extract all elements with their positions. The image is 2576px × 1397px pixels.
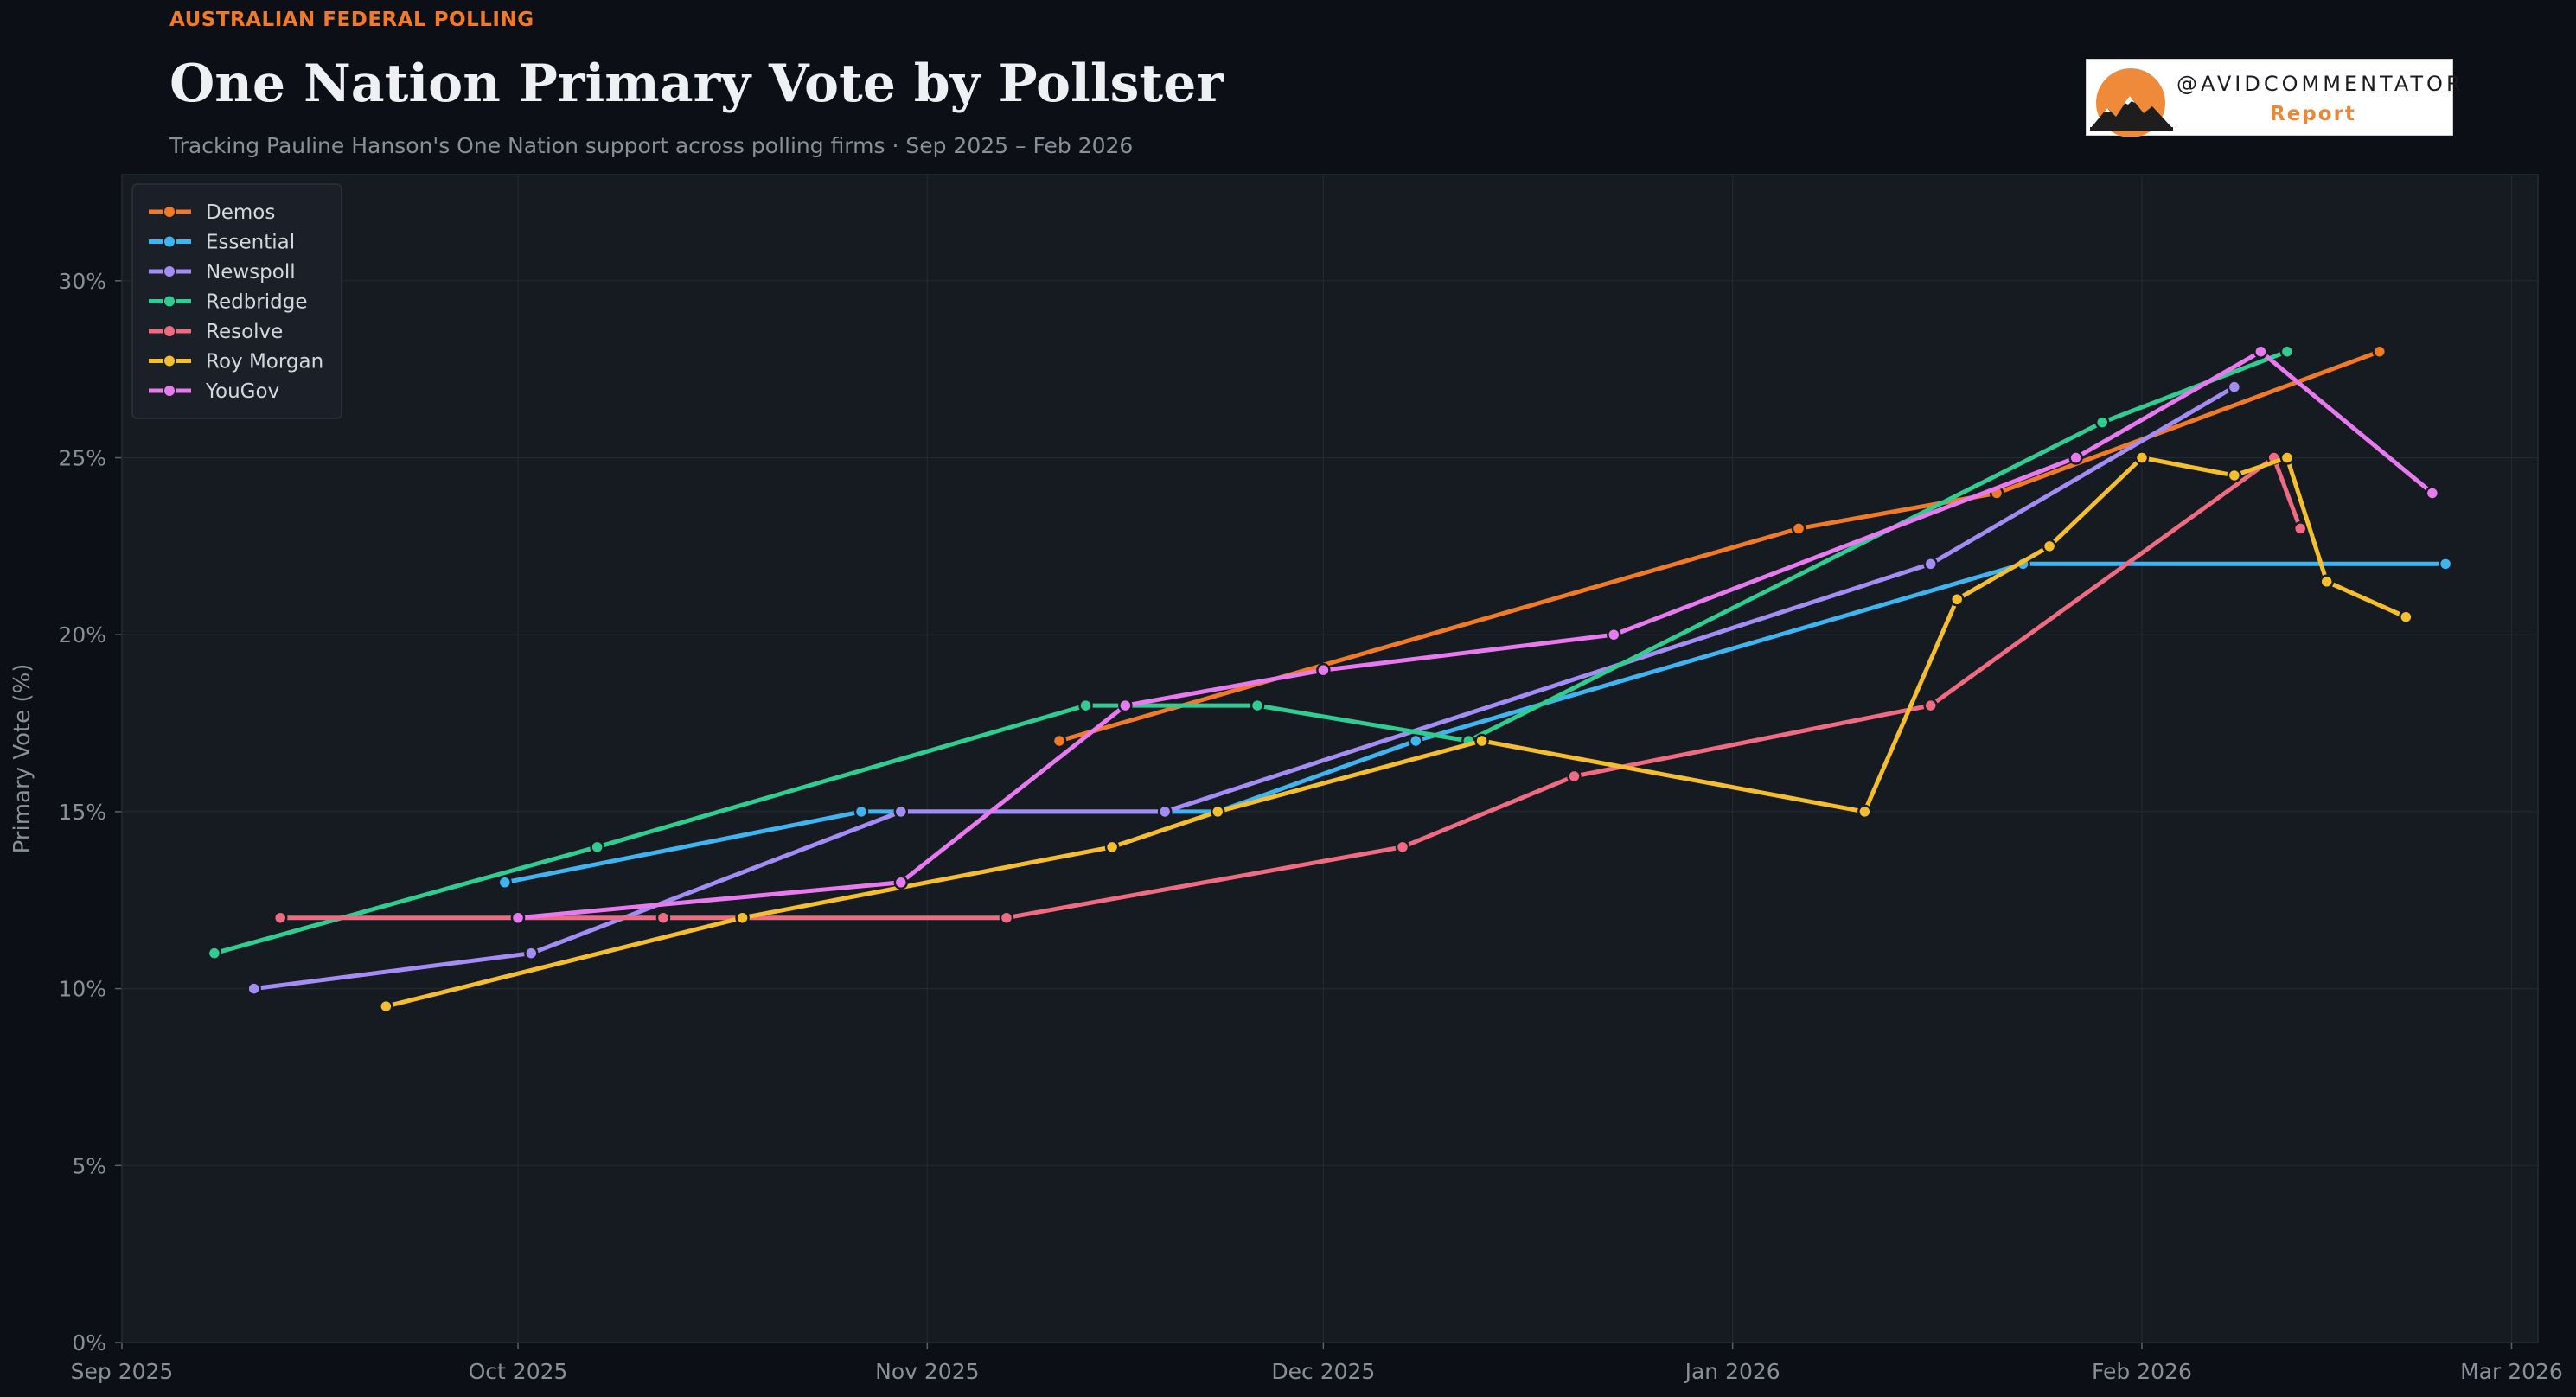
data-point-essential <box>853 804 869 820</box>
series-redbridge <box>207 344 2295 960</box>
y-tick-label: 30% <box>58 269 106 294</box>
x-tick-label: Sep 2025 <box>71 1359 174 1384</box>
legend-swatch-marker-roy-morgan <box>163 354 176 368</box>
y-tick-label: 0% <box>72 1330 106 1356</box>
data-point-newspoll <box>1923 557 1938 571</box>
y-axis-label: Primary Vote (%) <box>10 664 35 854</box>
series-line-newspoll <box>252 385 2237 992</box>
y-tick-label: 20% <box>58 622 106 647</box>
legend-swatch-marker-resolve <box>163 324 176 338</box>
data-point-newspoll <box>1157 804 1173 820</box>
legend-swatch-marker-essential <box>163 234 176 249</box>
y-tick-label: 10% <box>58 977 106 1002</box>
data-point-resolve <box>655 910 671 925</box>
data-point-roy-morgan <box>2279 450 2295 465</box>
data-point-redbridge <box>1250 698 1265 713</box>
series-yougov <box>510 344 2440 925</box>
series-newspoll <box>246 380 2242 996</box>
data-point-newspoll <box>893 804 909 820</box>
legend: Demos Essential Newspoll Redbridge Resolve Ro… <box>131 183 342 419</box>
data-point-yougov <box>1316 662 1331 678</box>
data-point-resolve <box>1567 769 1582 784</box>
legend-entry-yougov: YouGov <box>205 380 279 403</box>
data-point-roy-morgan <box>2042 539 2057 554</box>
data-point-essential <box>1408 733 1423 749</box>
data-point-yougov <box>1607 627 1621 642</box>
logo-report-text: Report <box>2270 103 2356 125</box>
data-point-roy-morgan <box>735 910 750 925</box>
page-title: One Nation Primary Vote by Pollster <box>169 54 1224 114</box>
data-point-resolve <box>2292 521 2308 536</box>
logo-handle-text: @AVIDCOMMENTATOR <box>2176 72 2464 96</box>
legend-swatch-marker-redbridge <box>163 294 176 309</box>
data-point-demos <box>1791 521 1806 536</box>
legend-swatch-marker-newspoll <box>163 265 176 278</box>
x-tick-label: Mar 2026 <box>2460 1359 2563 1384</box>
data-point-redbridge <box>2279 344 2295 359</box>
y-tick-label: 15% <box>58 800 106 825</box>
data-point-yougov <box>1118 698 1133 713</box>
legend-entry-essential: Essential <box>206 232 295 254</box>
data-point-roy-morgan <box>2399 609 2413 624</box>
legend-entry-resolve: Resolve <box>206 321 283 343</box>
x-tick-label: Feb 2026 <box>2092 1359 2192 1384</box>
legend-entry-demos: Demos <box>206 201 275 224</box>
data-point-resolve <box>1395 839 1410 855</box>
data-point-redbridge <box>207 946 222 960</box>
data-point-demos <box>1051 733 1067 749</box>
page-subtitle: Tracking Pauline Hanson's One Nation sup… <box>169 133 1134 158</box>
series-line-demos <box>1057 349 2382 743</box>
data-point-roy-morgan <box>1104 839 1120 855</box>
y-tick-label: 25% <box>58 446 106 471</box>
kicker-label: AUSTRALIAN FEDERAL POLLING <box>169 9 534 31</box>
mountain-sun-logo-icon <box>2090 68 2173 137</box>
data-point-resolve <box>999 910 1014 925</box>
data-point-roy-morgan <box>1210 804 1225 820</box>
data-point-yougov <box>893 875 909 890</box>
data-point-redbridge <box>2094 415 2110 430</box>
data-point-newspoll <box>246 981 261 996</box>
y-tick-label: 5% <box>72 1153 106 1178</box>
data-point-yougov <box>2253 344 2268 359</box>
x-tick-label: Jan 2026 <box>1684 1359 1780 1384</box>
data-point-resolve <box>272 910 288 925</box>
legend-entry-roy-morgan: Roy Morgan <box>206 351 323 373</box>
data-point-roy-morgan <box>2134 450 2150 465</box>
x-tick-label: Oct 2025 <box>469 1359 568 1384</box>
legend-entry-newspoll: Newspoll <box>206 261 296 284</box>
data-point-roy-morgan <box>379 998 393 1014</box>
data-point-resolve <box>1923 698 1938 713</box>
data-point-yougov <box>2425 486 2440 501</box>
series-demos <box>1051 344 2387 749</box>
legend-swatch-marker-yougov <box>163 384 176 398</box>
data-point-redbridge <box>590 839 604 855</box>
legend-swatch-marker-demos <box>163 205 176 219</box>
data-point-demos <box>2372 344 2387 359</box>
data-point-roy-morgan <box>1474 733 1489 749</box>
data-point-essential <box>2438 557 2453 571</box>
legend-entry-redbridge: Redbridge <box>206 291 308 314</box>
data-point-redbridge <box>1078 698 1093 713</box>
data-point-roy-morgan <box>1857 804 1872 820</box>
x-tick-label: Dec 2025 <box>1271 1359 1375 1384</box>
series-line-yougov <box>515 349 2435 921</box>
data-point-yougov <box>510 910 526 925</box>
brand-logo: @AVIDCOMMENTATOR Report <box>2086 59 2461 137</box>
series-roy-morgan <box>379 450 2413 1014</box>
data-point-roy-morgan <box>2227 468 2242 483</box>
x-tick-label: Nov 2025 <box>875 1359 979 1384</box>
data-point-roy-morgan <box>2319 574 2334 590</box>
data-point-newspoll <box>524 946 539 960</box>
data-point-roy-morgan <box>1949 592 1965 607</box>
data-point-newspoll <box>2227 380 2242 394</box>
data-point-essential <box>497 875 513 890</box>
data-point-yougov <box>2068 450 2083 465</box>
